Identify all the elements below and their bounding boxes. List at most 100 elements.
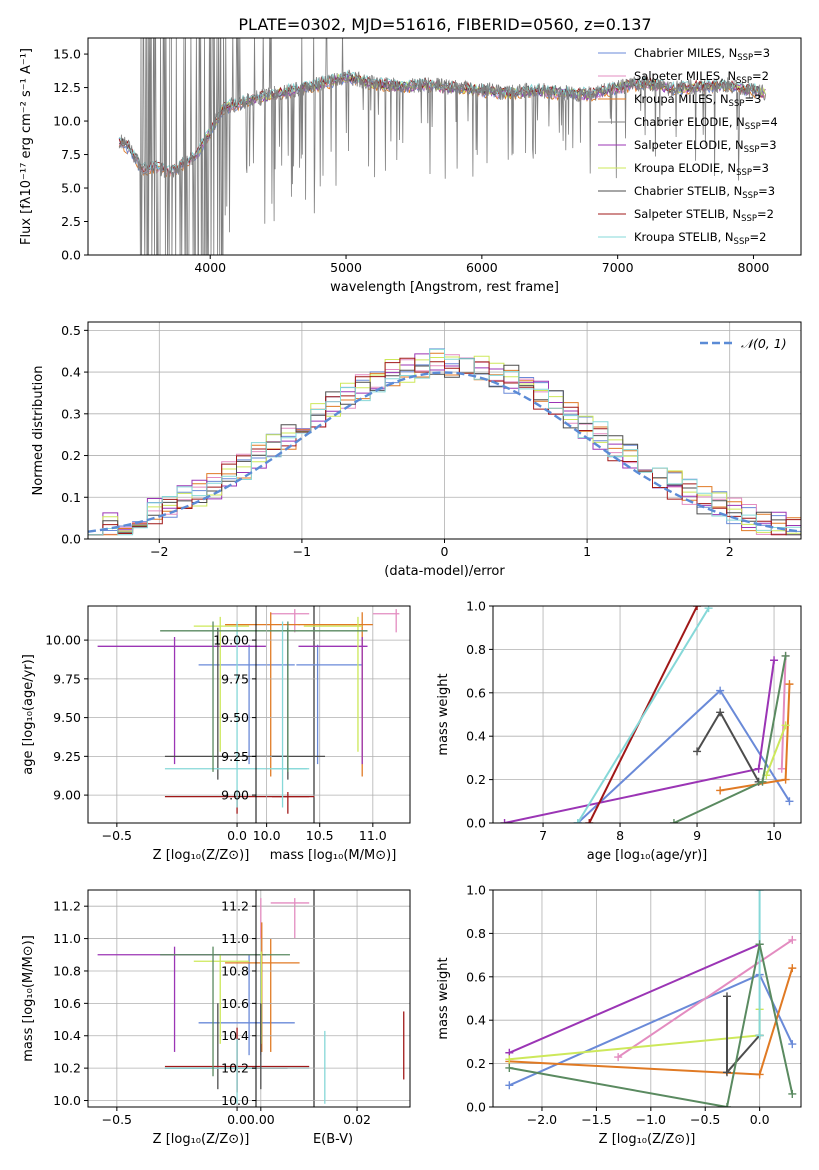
- y-tick-label: 0.4: [466, 1013, 486, 1028]
- weight-marker: [785, 797, 794, 806]
- x-tick-label: 10: [766, 828, 782, 843]
- weight-marker: [585, 819, 594, 823]
- plot-area: [500, 606, 794, 823]
- y-tick-label: 10.4: [53, 1028, 81, 1043]
- weight-marker: [785, 680, 794, 689]
- y-tick-label: 10.2: [53, 1061, 81, 1076]
- y-tick-label: 15.0: [53, 47, 81, 62]
- legend-subscript: SSP: [741, 214, 757, 224]
- y-tick-label: 9.25: [221, 749, 249, 764]
- axes-frame: [492, 605, 802, 824]
- weight-marker: [722, 1103, 731, 1107]
- weight-marker: [722, 1068, 731, 1077]
- errorbar-point: [160, 621, 290, 772]
- y-tick-label: 10.4: [221, 1028, 249, 1043]
- x-tick-label: 10.5: [306, 828, 334, 843]
- plot-area: [260, 898, 405, 1104]
- x-tick-label: 7000: [602, 260, 634, 275]
- weight-marker: [777, 764, 786, 773]
- y-tick-label: 7.5: [61, 147, 81, 162]
- y-axis-label: mass weight: [436, 957, 451, 1039]
- x-axis-label: wavelength [Angstrom, rest frame]: [330, 280, 559, 295]
- errorbar-point: [193, 616, 250, 752]
- y-tick-label: 2.5: [61, 214, 81, 229]
- y-tick-label: 10.00: [213, 633, 249, 648]
- weight-marker: [755, 1070, 764, 1079]
- errorbar-point: [282, 621, 368, 772]
- y-tick-label: 10.0: [221, 1093, 249, 1108]
- errorbar-point: [198, 644, 295, 765]
- legend-count: =3: [744, 92, 761, 106]
- weight-marker: [788, 935, 797, 944]
- x-tick-label: 0.0: [227, 1112, 247, 1127]
- weight-line: [576, 607, 710, 823]
- y-tick-label: 11.0: [221, 931, 249, 946]
- y-tick-label: 11.2: [53, 899, 81, 914]
- plot-area: [271, 609, 400, 814]
- x-tick-label: −0.5: [102, 828, 132, 843]
- legend-label: Salpeter ELODIE, NSSP=3: [634, 138, 777, 155]
- axes-frame: [255, 605, 411, 824]
- y-tick-label: 10.6: [221, 996, 249, 1011]
- legend-subscript: SSP: [742, 191, 758, 201]
- y-tick-label: 0.0: [61, 532, 81, 547]
- errorbar-point: [193, 954, 250, 1044]
- weight-marker: [758, 777, 767, 786]
- y-axis-label: Normed distribution: [31, 366, 46, 496]
- weight-line: [509, 944, 794, 1107]
- weight-marker: [669, 819, 678, 823]
- legend-entry: Chabrier ELODIE, NSSP=4: [598, 115, 778, 132]
- panel-spectrum: 4000 5000 6000 7000 8000 0.0 2.5 5.0 7.5 10.0 12.5…: [19, 37, 802, 295]
- legend-subscript: SSP: [736, 168, 752, 178]
- weight-marker: [505, 1055, 514, 1064]
- weight-marker: [704, 606, 713, 613]
- legend-entry: Salpeter MILES, NSSP=2: [598, 69, 769, 86]
- legend-label: Kroupa STELIB, NSSP=2: [634, 230, 766, 247]
- legend-entry: Chabrier MILES, NSSP=3: [598, 46, 770, 63]
- x-tick-label: 0: [441, 544, 449, 559]
- x-tick-label: 11.0: [359, 828, 387, 843]
- x-axis-label: mass [log₁₀(M/M⊙)]: [270, 848, 397, 863]
- legend-label: Chabrier ELODIE, NSSP=4: [634, 115, 778, 132]
- errorbar-point: [198, 954, 295, 1056]
- x-tick-label: −1: [293, 544, 311, 559]
- legend-count: =2: [757, 207, 774, 221]
- weight-marker: [755, 1031, 764, 1040]
- x-tick-label: 9: [693, 828, 701, 843]
- weight-marker: [781, 651, 790, 660]
- weight-marker: [716, 708, 725, 717]
- y-tick-label: 9.75: [221, 671, 249, 686]
- panel-mass_vs_ebv: 0.00 0.02 10.0 10.2 10.4 10.6 10.8 11.0 11.2 E(B-…: [221, 889, 411, 1147]
- legend-count: =3: [758, 184, 775, 198]
- weight-marker: [500, 819, 509, 823]
- y-tick-label: 0.2: [466, 1056, 486, 1071]
- y-tick-label: 10.8: [53, 963, 81, 978]
- y-tick-label: 0.6: [466, 685, 486, 700]
- errorbar-point: [271, 621, 307, 808]
- y-tick-label: 5.0: [61, 181, 81, 196]
- x-tick-label: 0.0: [750, 1112, 770, 1127]
- x-tick-label: −2: [150, 544, 168, 559]
- y-tick-label: 0.5: [61, 323, 81, 338]
- normal-legend-label: 𝒩(0, 1): [741, 336, 787, 351]
- y-axis-label: mass weight: [436, 673, 451, 755]
- x-tick-label: 0.00: [247, 1112, 275, 1127]
- weight-marker: [781, 721, 790, 730]
- plot-area: [118, 38, 767, 255]
- legend-count: =2: [749, 230, 766, 244]
- x-tick-label: 7: [539, 828, 547, 843]
- x-tick-label: −0.5: [102, 1112, 132, 1127]
- y-tick-label: 10.0: [53, 1093, 81, 1108]
- x-axis-label: Z [log₁₀(Z/Z⊙)]: [153, 848, 250, 863]
- x-axis-label: E(B-V): [313, 1132, 353, 1147]
- y-tick-label: 9.00: [53, 788, 81, 803]
- weight-marker: [693, 747, 702, 756]
- y-axis-label: Flux [fλ10⁻¹⁷ erg cm⁻² s⁻¹ A⁻¹]: [19, 48, 34, 245]
- x-tick-label: 10.0: [253, 828, 281, 843]
- y-tick-label: 10.00: [45, 633, 81, 648]
- y-tick-label: 0.8: [466, 926, 486, 941]
- y-axis-label: mass [log₁₀(M/M⊙)]: [21, 935, 36, 1062]
- weight-marker: [505, 1063, 514, 1072]
- legend-subscript: SSP: [736, 76, 752, 86]
